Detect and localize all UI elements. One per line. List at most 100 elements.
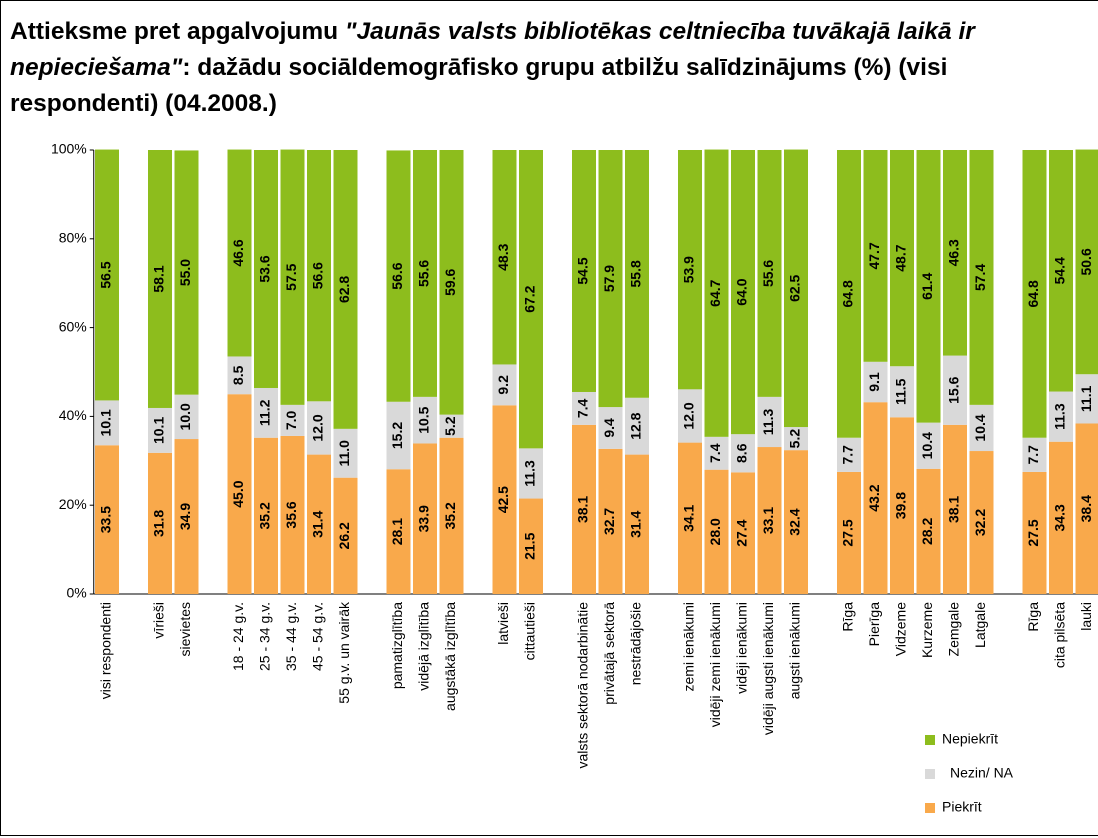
data-label: 27.4: [734, 519, 750, 546]
x-tick-label: pamatizglītība: [389, 602, 405, 689]
x-tick-label: vidēji augsti ienākumi: [760, 602, 776, 735]
data-label: 61.4: [919, 272, 935, 299]
data-label: 11.0: [336, 440, 352, 467]
bar-segment: [890, 417, 914, 594]
title-lead: Attieksme pret apgalvojumu: [10, 18, 345, 45]
bar-segment: [439, 437, 464, 594]
bar-segment: [572, 150, 596, 392]
x-tick-label: visi respondenti: [98, 602, 114, 699]
data-label: 56.6: [389, 262, 405, 289]
x-tick-label: Rīga: [840, 602, 856, 632]
bar-segment: [413, 443, 437, 594]
y-tick-label: 0%: [67, 585, 87, 601]
data-label: 10.0: [177, 403, 193, 430]
data-label: 64.7: [707, 279, 723, 306]
data-label: 34.3: [1052, 504, 1068, 531]
x-tick-label: Pierīga: [866, 602, 882, 647]
data-label: 48.3: [495, 243, 511, 270]
data-label: 28.1: [389, 518, 405, 545]
y-tick-label: 100%: [51, 141, 87, 157]
data-label: 57.9: [601, 265, 617, 292]
bar-segment: [704, 149, 729, 437]
bar-segment: [307, 454, 331, 594]
bar-segment: [704, 469, 729, 594]
data-label: 34.9: [177, 503, 193, 530]
data-label: 35.2: [257, 502, 273, 529]
data-label: 38.1: [946, 496, 962, 523]
y-tick-label: 40%: [59, 407, 87, 423]
data-label: 11.1: [1078, 385, 1094, 412]
data-label: 12.0: [681, 402, 697, 429]
data-label: 62.5: [787, 274, 803, 301]
bar-segment: [333, 428, 358, 478]
bar-segment: [492, 364, 517, 406]
legend-swatch: [925, 803, 935, 813]
data-label: 56.6: [310, 262, 326, 289]
bar-segment: [731, 150, 755, 435]
data-label: 7.0: [283, 410, 299, 430]
data-label: 28.0: [707, 518, 723, 545]
bar-segment: [254, 150, 278, 388]
data-label: 59.6: [442, 268, 458, 295]
bar-segment: [572, 391, 596, 425]
bar-segment: [307, 401, 331, 455]
data-label: 31.4: [628, 510, 644, 537]
bar-segment: [837, 437, 861, 472]
data-label: 57.4: [972, 264, 988, 291]
data-label: 33.5: [98, 506, 114, 533]
y-tick-label: 60%: [59, 318, 87, 334]
x-tick-label: latvieši: [495, 602, 511, 645]
bar-segment: [174, 150, 199, 395]
bar-segment: [148, 407, 172, 453]
bar-segment: [519, 498, 543, 594]
legend-label: Nezin/ NA: [950, 765, 1014, 781]
data-label: 9.1: [866, 372, 882, 392]
data-label: 64.0: [734, 278, 750, 305]
legend-swatch: [925, 735, 935, 745]
data-label: 10.5: [416, 406, 432, 433]
bar-segment: [969, 404, 994, 452]
data-label: 12.0: [310, 414, 326, 441]
bar-segment: [863, 361, 888, 403]
data-label: 9.2: [495, 375, 511, 395]
x-tick-label: vidējā izglītība: [416, 602, 432, 691]
data-label: 26.2: [336, 522, 352, 549]
data-label: 11.3: [1052, 403, 1068, 430]
data-label: 54.4: [1052, 257, 1068, 284]
bar-segment: [598, 448, 623, 594]
bar-segment: [386, 401, 411, 470]
bar-segment: [784, 450, 808, 594]
data-label: 27.5: [1025, 519, 1041, 546]
bar-segment: [519, 150, 543, 449]
bar-segment: [731, 434, 755, 473]
x-tick-label: cittautieši: [522, 602, 538, 660]
bar-segment: [1022, 150, 1047, 438]
bar-segment: [280, 149, 305, 405]
bar-segment: [757, 396, 782, 448]
data-label: 7.4: [707, 443, 723, 463]
bar-segment: [625, 397, 649, 455]
x-tick-label: lauki: [1078, 602, 1094, 631]
bar-segment: [598, 150, 623, 408]
bar-segment: [333, 477, 358, 594]
data-label: 64.8: [1025, 280, 1041, 307]
bar-segment: [678, 442, 702, 594]
data-label: 53.9: [681, 256, 697, 283]
data-label: 27.5: [840, 519, 856, 546]
data-label: 50.6: [1078, 248, 1094, 275]
bar-segment: [174, 439, 199, 594]
data-label: 5.2: [787, 429, 803, 449]
bar-segment: [492, 405, 517, 594]
bar-segment: [572, 424, 596, 594]
data-label: 31.8: [151, 510, 167, 537]
x-tick-label: 35 - 44 g.v.: [283, 602, 299, 671]
data-label: 55.6: [760, 260, 776, 287]
x-tick-label: Vidzeme: [893, 602, 909, 656]
data-label: 8.5: [230, 365, 246, 385]
bar-segment: [837, 150, 861, 438]
bar-segment: [439, 414, 464, 438]
bar-segment: [863, 402, 888, 594]
data-label: 32.2: [972, 509, 988, 536]
